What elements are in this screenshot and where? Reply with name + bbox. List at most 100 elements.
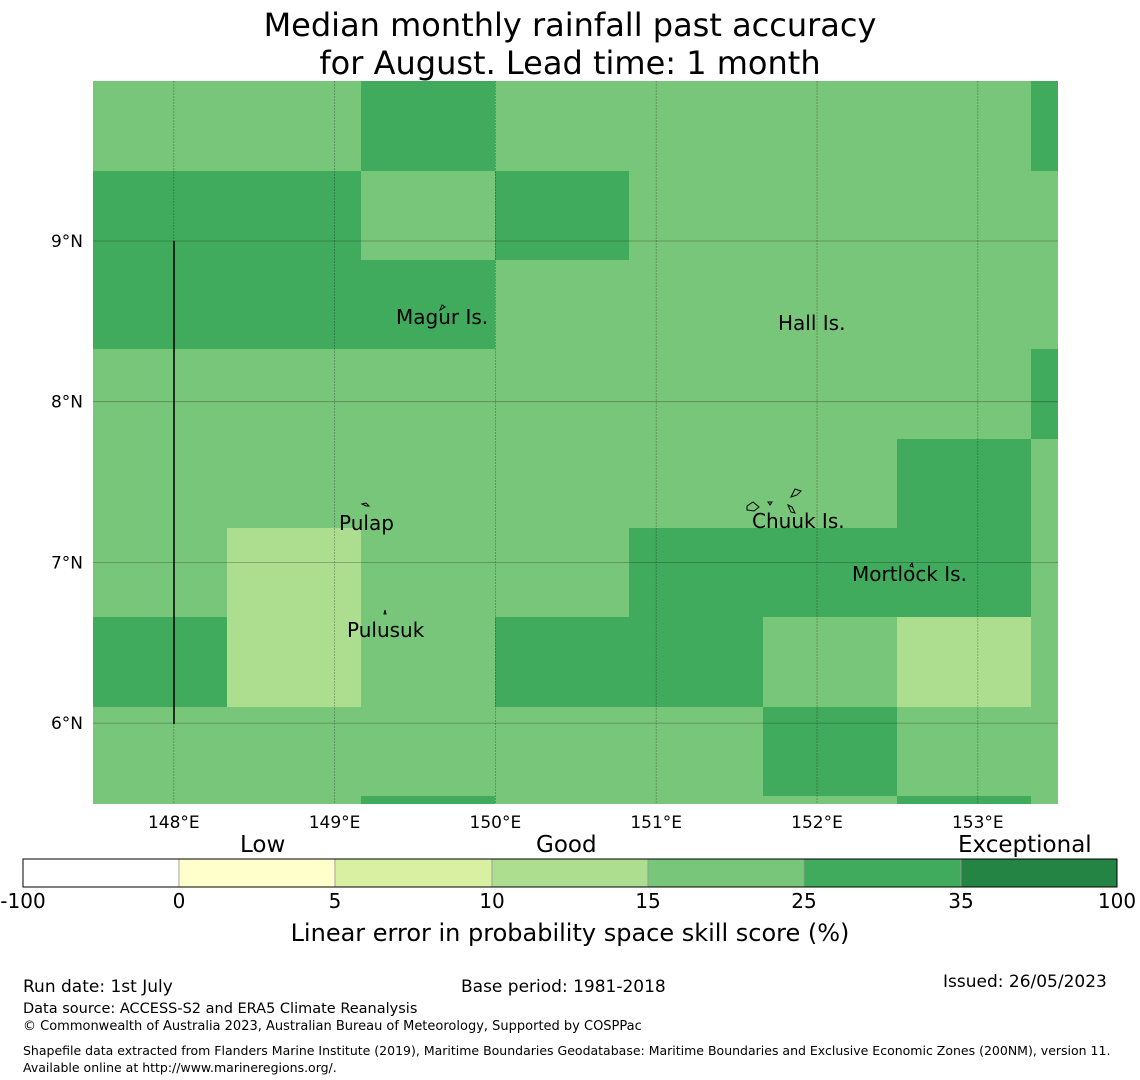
grid-cell [629, 439, 763, 528]
grid-cell [763, 81, 897, 171]
x-tick-label: 151°E [630, 813, 682, 833]
category-label-low: Low [240, 832, 286, 858]
grid-cell [763, 171, 897, 260]
grid-cell [629, 528, 897, 617]
grid-cell [93, 349, 227, 439]
x-tick-label: 149°E [309, 813, 361, 833]
colorbar-segment [647, 858, 805, 888]
y-axis-ticks: 9°N 8°N 7°N 6°N [51, 232, 83, 734]
skill-grid-cells [93, 81, 1058, 804]
island-outline [909, 561, 914, 568]
grid-cell [227, 707, 361, 796]
map-title-line-1: Median monthly rainfall past accuracy [263, 6, 877, 44]
island-outline [787, 503, 796, 514]
grid-cell [629, 349, 763, 439]
grid-cell [897, 171, 1031, 260]
place-label: Pulap [339, 511, 394, 535]
grid-cell [1031, 81, 1058, 171]
colorbar-segment [334, 858, 493, 888]
y-tick-label: 7°N [51, 553, 83, 573]
grid-cell [361, 171, 495, 260]
grid-cell [629, 81, 763, 171]
grid-cell [93, 796, 227, 804]
colorbar-tick-label: 10 [479, 889, 504, 913]
place-label: Hall Is. [778, 311, 845, 335]
grid-cell [897, 439, 1031, 617]
grid-cell [495, 796, 629, 804]
place-label: Magur Is. [396, 305, 488, 329]
grid-cell [361, 81, 495, 171]
island-outline [790, 488, 802, 498]
grid-cell [495, 81, 629, 171]
base-period: Base period: 1981-2018 [461, 977, 666, 997]
grid-cell [629, 260, 763, 349]
colorbar-tick-label: 15 [635, 889, 660, 913]
place-label: Mortlock Is. [852, 562, 967, 586]
x-tick-label: 148°E [148, 813, 200, 833]
grid-cell [361, 796, 495, 804]
copyright: © Commonwealth of Australia 2023, Austra… [23, 1019, 642, 1034]
colorbar-frame [22, 858, 1118, 888]
island-outline [746, 501, 760, 512]
y-tick-label: 9°N [51, 232, 83, 252]
colorbar-segment [22, 858, 180, 888]
island-outline [360, 502, 371, 507]
island-outline [383, 609, 387, 615]
colorbar-tick-label: 5 [329, 889, 342, 913]
colorbar-tick-label: 35 [948, 889, 973, 913]
grid-cell [897, 796, 1031, 804]
grid-cell [361, 439, 495, 528]
grid-cell [763, 796, 897, 804]
colorbar-label: Linear error in probability space skill … [290, 919, 850, 947]
x-tick-label: 150°E [470, 813, 522, 833]
grid-cell [897, 81, 1031, 171]
grid-cell [1031, 171, 1058, 349]
grid-cell [763, 617, 897, 707]
grid-cell [495, 439, 629, 528]
graticule [93, 81, 1058, 804]
grid-cell [227, 349, 361, 439]
grid-cell [897, 617, 1031, 707]
grid-cell [93, 707, 227, 796]
place-labels: Magur Is. Hall Is. Pulap Chuuk Is. Mortlock … [339, 305, 967, 642]
shapefile-credit: Shapefile data extracted from Flanders M… [23, 1043, 1111, 1075]
y-tick-label: 6°N [51, 714, 83, 734]
grid-cell [93, 81, 227, 171]
x-axis-ticks: 148°E 149°E 150°E 151°E 152°E 153°E [148, 813, 1004, 833]
island-outlines [360, 304, 914, 615]
grid-cell [227, 81, 361, 171]
grid-cell [93, 171, 361, 349]
grid-cell [361, 707, 495, 796]
grid-cell [629, 171, 763, 260]
grid-cell [495, 617, 763, 707]
grid-cell [763, 349, 897, 439]
grid-cell [629, 796, 763, 804]
colorbar-segment [803, 858, 962, 888]
grid-cell [1031, 439, 1058, 804]
colorbar-segment [491, 858, 649, 888]
grid-cell [227, 528, 361, 707]
grid-cell [1031, 349, 1058, 439]
grid-cell [763, 707, 897, 796]
grid-cell [361, 617, 495, 707]
grid-cell [495, 260, 629, 349]
run-date: Run date: 1st July [23, 977, 173, 997]
grid-cell [897, 707, 1031, 796]
category-label-good: Good [536, 832, 597, 858]
colorbar-tick-label: 0 [173, 889, 186, 913]
grid-cell [93, 439, 227, 528]
colorbar-tick-label: 100 [1098, 889, 1136, 913]
colorbar-segment [178, 858, 336, 888]
grid-cell [629, 707, 763, 796]
data-source: Data source: ACCESS-S2 and ERA5 Climate … [23, 1001, 418, 1017]
place-label: Chuuk Is. [752, 509, 845, 533]
grid-cell [897, 260, 1031, 349]
grid-cell [361, 349, 495, 439]
grid-cell [227, 796, 361, 804]
grid-cell [495, 528, 629, 617]
colorbar: -100 0 5 10 15 25 35 100 [0, 858, 1136, 913]
place-label: Pulusuk [347, 618, 425, 642]
category-label-exceptional: Exceptional [958, 832, 1092, 858]
grid-cell [495, 171, 629, 260]
grid-cell [763, 260, 897, 349]
